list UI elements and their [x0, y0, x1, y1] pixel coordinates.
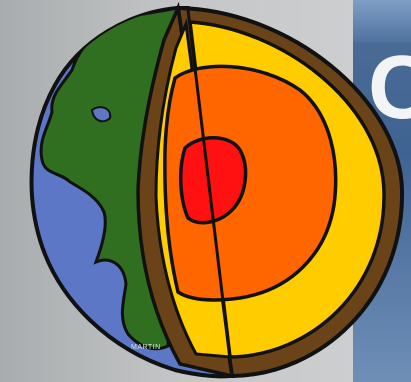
cutaway-axis-line: [186, 9, 234, 377]
artist-credit: MARTIN: [131, 344, 161, 351]
continent-lake: [90, 106, 112, 123]
earth-inner-core-layer: [178, 136, 248, 225]
slide-background-blue-panel-top: [353, 0, 411, 42]
earth-outer-core-layer: [163, 64, 338, 302]
